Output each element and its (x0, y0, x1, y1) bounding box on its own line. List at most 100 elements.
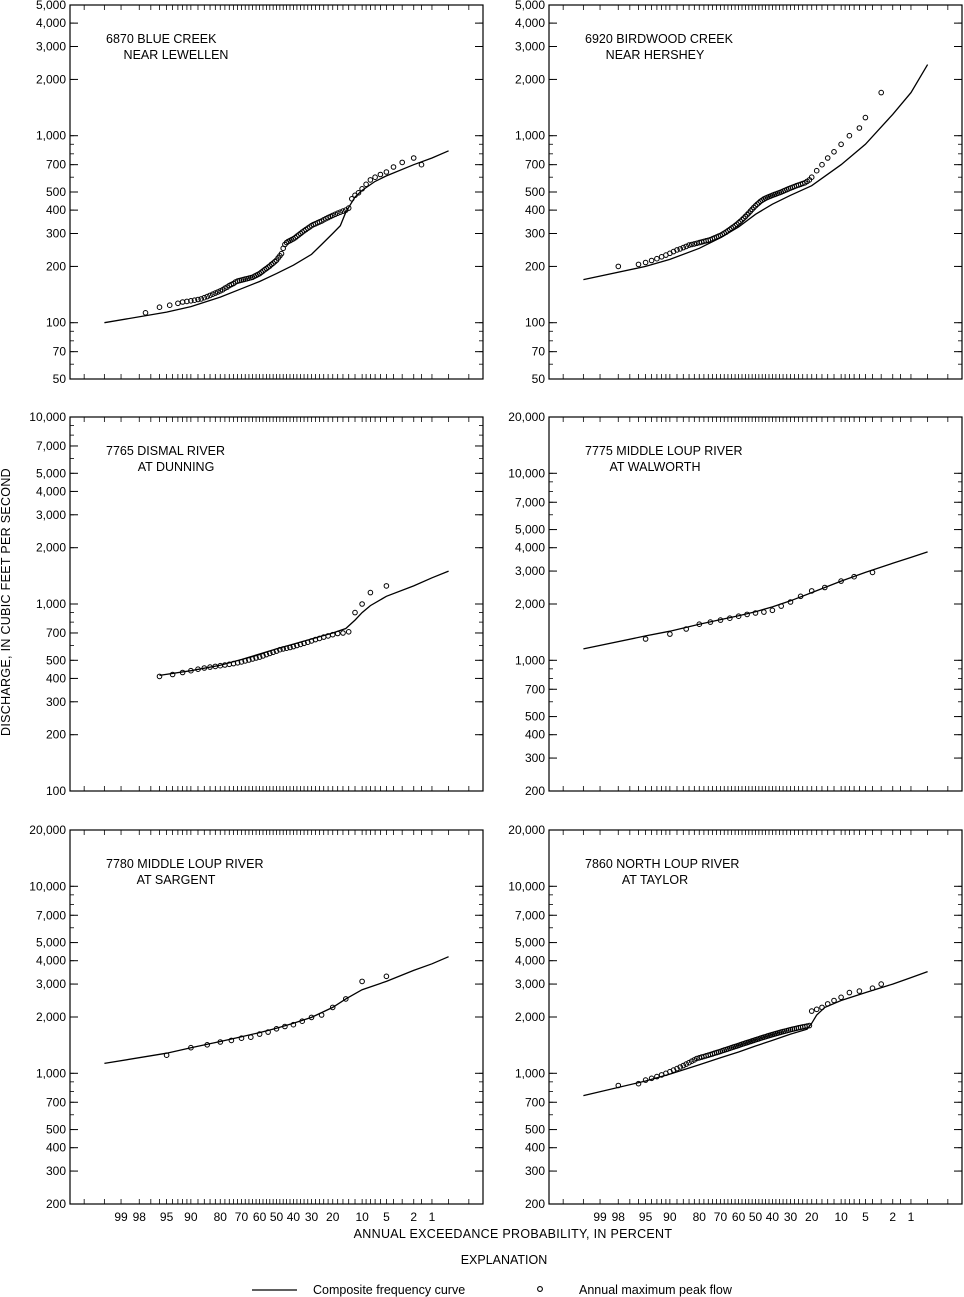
peak-flow-point (340, 208, 346, 214)
y-tick-label: 500 (525, 1123, 545, 1137)
y-tick-label: 2,000 (515, 72, 545, 86)
peak-flow-point (648, 257, 655, 264)
y-tick-label: 700 (46, 626, 66, 640)
y-tick-label: 500 (46, 653, 66, 667)
peak-flow-point (345, 629, 352, 635)
x-ticks (83, 830, 470, 1204)
y-tick-label: 2,000 (36, 72, 66, 86)
x-tick-label: 80 (693, 1210, 707, 1224)
y-tick-label: 20,000 (29, 823, 66, 837)
peak-flow-point (238, 659, 245, 665)
peak-flow-point (367, 177, 374, 183)
peak-flow-point (819, 161, 825, 168)
peak-flow-point (156, 673, 163, 680)
peak-flow-point (290, 1021, 297, 1028)
y-tick-label: 1,000 (515, 653, 545, 667)
y-minor-ticks (549, 829, 962, 1205)
peak-flow-point (694, 1055, 700, 1062)
peak-flow-point (201, 665, 208, 671)
x-tick-label: 99 (593, 1210, 607, 1224)
peak-flow-point (249, 656, 256, 662)
peak-flow-point (615, 1082, 622, 1089)
peak-flow-point (819, 1004, 825, 1011)
panel-1: 50 70 100 200 300 400 500 700 1,000 2,000 3,000 4,0… (36, 0, 484, 386)
y-tick-label: 200 (46, 259, 66, 273)
y-tick-label: 200 (525, 1197, 545, 1211)
panel-5: 200 300 400 500 700 1,000 2,000 3,000 4,000 5,000… (29, 823, 484, 1224)
y-tick-label: 2,000 (515, 1010, 545, 1024)
peak-flow-point (283, 645, 290, 652)
peak-flow-point (278, 250, 285, 257)
y-tick-label: 4,000 (36, 954, 66, 968)
peak-flow-point (878, 981, 885, 987)
peak-flow-point (856, 125, 863, 131)
x-ticks (562, 830, 949, 1204)
peak-flow-point (808, 588, 815, 594)
y-tick-label: 400 (525, 1141, 545, 1155)
x-tick-label: 98 (612, 1210, 626, 1224)
y-tick-label: 100 (46, 784, 66, 798)
x-tick-label: 10 (834, 1210, 848, 1224)
plot-frame (548, 829, 963, 1205)
y-tick-label: 5,000 (36, 0, 66, 12)
y-tick-label: 1,000 (36, 597, 66, 611)
x-tick-label: 90 (663, 1210, 677, 1224)
composite-frequency-curve (583, 970, 928, 1097)
peak-flow-point (642, 1077, 649, 1083)
peak-flow-point (242, 658, 248, 664)
x-tick-label: 60 (732, 1210, 746, 1224)
peak-flow-point (642, 636, 649, 642)
peak-flow-point (744, 611, 750, 618)
y-tick-label: 200 (525, 784, 545, 798)
y-tick-label: 4,000 (515, 541, 545, 555)
peak-flow-point (207, 664, 213, 670)
peak-flow-point (334, 210, 341, 216)
y-tick-label: 70 (532, 345, 546, 359)
peak-flow-point (410, 155, 417, 161)
peak-flow-point (340, 630, 346, 636)
peak-flow-point (267, 650, 273, 657)
peak-flow-point (273, 1026, 280, 1032)
peak-flow-point (806, 1022, 813, 1029)
peak-flow-point (363, 181, 369, 188)
y-tick-label: 3,000 (36, 39, 66, 53)
peak-flow-point (204, 1042, 210, 1048)
y-tick-label: 300 (46, 695, 66, 709)
peak-flow-point (822, 584, 828, 591)
peak-flow-point (740, 215, 747, 221)
peak-flow-point (260, 653, 266, 659)
peak-flow-point (674, 1065, 680, 1072)
x-tick-label: 20 (805, 1210, 819, 1224)
peak-flow-point (175, 300, 181, 307)
peak-flow-point (683, 1061, 690, 1067)
peak-flow-point (831, 997, 837, 1004)
peak-flow-point (318, 1012, 325, 1018)
plot-frame (69, 829, 484, 1205)
peak-flow-point (334, 630, 341, 637)
y-tick-label: 7,000 (515, 908, 545, 922)
y-tick-label: 400 (46, 203, 66, 217)
x-tick-label: 98 (133, 1210, 147, 1224)
y-tick-label: 20,000 (508, 823, 545, 837)
peak-flow-point (691, 241, 698, 247)
x-tick-label: 95 (639, 1210, 653, 1224)
peak-flow-point (717, 617, 724, 623)
y-tick-label: 4,000 (515, 954, 545, 968)
peak-flow-point (739, 217, 745, 223)
y-tick-label: 3,000 (515, 977, 545, 991)
peak-flow-point (383, 583, 390, 589)
y-minor-ticks (70, 416, 483, 792)
y-tick-label: 1,000 (515, 129, 545, 143)
peak-flow-point (308, 1014, 315, 1021)
peak-flow-point (727, 615, 733, 622)
x-axis-title: ANNUAL EXCEEDANCE PROBABILITY, IN PERCEN… (354, 1227, 673, 1241)
peak-flow-point (256, 1031, 263, 1037)
legend-marker-label: Annual maximum peak flow (579, 1283, 733, 1297)
y-tick-label: 400 (46, 1141, 66, 1155)
x-ticks (562, 417, 949, 791)
x-tick-label: 10 (355, 1210, 369, 1224)
y-tick-label: 300 (525, 1164, 545, 1178)
x-tick-label: 60 (253, 1210, 267, 1224)
peak-flow-point (191, 297, 198, 304)
y-tick-label: 2,000 (36, 1010, 66, 1024)
